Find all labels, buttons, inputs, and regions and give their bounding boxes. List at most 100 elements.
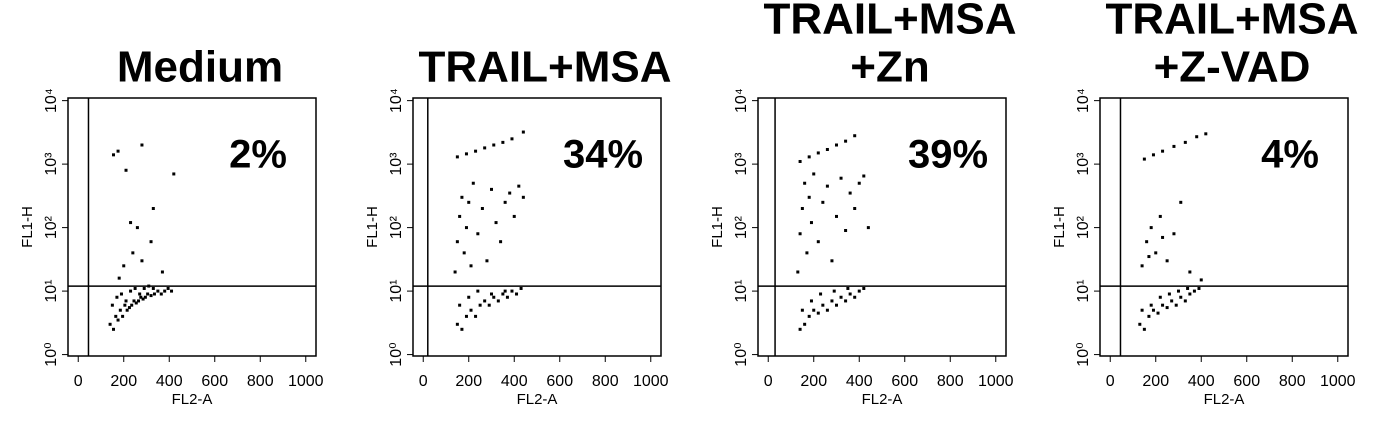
event-dot bbox=[510, 137, 514, 141]
event-dot bbox=[133, 286, 137, 290]
event-dot bbox=[469, 264, 473, 268]
event-dot bbox=[503, 289, 507, 293]
x-tick-label: 600 bbox=[546, 373, 573, 390]
event-dot bbox=[1140, 308, 1144, 312]
event-dot bbox=[156, 289, 160, 293]
event-dot bbox=[798, 159, 802, 163]
event-dot bbox=[1199, 278, 1203, 282]
event-dot bbox=[834, 303, 838, 307]
event-dot bbox=[130, 303, 134, 307]
event-dot bbox=[866, 226, 870, 230]
event-dot bbox=[152, 292, 156, 296]
event-dot bbox=[862, 174, 866, 178]
event-dot bbox=[505, 295, 509, 299]
y-axis-label: FL1-H bbox=[19, 206, 36, 248]
event-dot bbox=[800, 308, 804, 312]
event-dot bbox=[135, 226, 139, 230]
event-dot bbox=[496, 299, 500, 303]
event-dot bbox=[464, 314, 468, 318]
event-dot bbox=[1158, 295, 1162, 299]
event-dot bbox=[1145, 240, 1149, 244]
event-dot bbox=[129, 221, 133, 225]
event-dot bbox=[149, 294, 153, 298]
event-dot bbox=[116, 149, 120, 153]
x-tick-label: 800 bbox=[937, 373, 964, 390]
event-dot bbox=[1147, 314, 1151, 318]
x-tick-label: 1000 bbox=[1320, 373, 1356, 390]
x-tick-label: 200 bbox=[1142, 373, 1169, 390]
event-dot bbox=[512, 214, 516, 218]
event-dot bbox=[844, 139, 848, 143]
y-tick-label: 10⁰ bbox=[1075, 342, 1092, 366]
event-dot bbox=[121, 314, 125, 318]
event-dot bbox=[132, 299, 136, 303]
event-dot bbox=[489, 292, 493, 296]
event-dot bbox=[464, 226, 468, 230]
event-dot bbox=[812, 172, 816, 176]
event-dot bbox=[487, 303, 491, 307]
event-dot bbox=[122, 264, 126, 268]
y-tick-label: 10⁴ bbox=[43, 88, 60, 113]
event-dot bbox=[844, 299, 848, 303]
event-dot bbox=[1158, 214, 1162, 218]
event-dot bbox=[478, 303, 482, 307]
event-dot bbox=[1174, 303, 1178, 307]
event-dot bbox=[474, 314, 478, 318]
event-dot bbox=[1170, 299, 1174, 303]
event-dot bbox=[830, 299, 834, 303]
x-tick-label: 600 bbox=[1233, 373, 1260, 390]
y-tick-label: 10⁰ bbox=[388, 342, 405, 366]
event-dot bbox=[844, 229, 848, 233]
event-dot bbox=[494, 221, 498, 225]
event-dot bbox=[853, 134, 857, 138]
event-dot bbox=[805, 251, 809, 255]
event-dot bbox=[142, 286, 146, 290]
event-dot bbox=[467, 295, 471, 299]
x-tick-label: 0 bbox=[74, 373, 83, 390]
event-dot bbox=[807, 155, 811, 159]
event-dot bbox=[1179, 200, 1183, 204]
event-dot bbox=[848, 292, 852, 296]
event-dot bbox=[499, 240, 503, 244]
event-dot bbox=[816, 151, 820, 155]
event-dot bbox=[460, 195, 464, 199]
event-dot bbox=[462, 251, 466, 255]
event-dot bbox=[821, 200, 825, 204]
event-dot bbox=[1165, 306, 1169, 310]
event-dot bbox=[521, 130, 525, 134]
event-dot bbox=[857, 289, 861, 293]
event-dot bbox=[460, 327, 464, 331]
panel-title: +Z-VAD bbox=[1154, 43, 1311, 92]
event-dot bbox=[848, 191, 852, 195]
event-dot bbox=[492, 143, 496, 147]
y-axis-label: FL1-H bbox=[1051, 206, 1068, 248]
percent-annotation: 2% bbox=[229, 133, 287, 177]
event-dot bbox=[147, 284, 151, 288]
event-dot bbox=[1179, 295, 1183, 299]
event-dot bbox=[474, 149, 478, 153]
event-dot bbox=[1140, 264, 1144, 268]
x-tick-label: 600 bbox=[201, 373, 228, 390]
x-tick-label: 400 bbox=[1188, 373, 1215, 390]
event-dot bbox=[1172, 144, 1176, 148]
event-dot bbox=[1183, 140, 1187, 144]
y-tick-label: 10⁰ bbox=[43, 342, 60, 366]
event-dot bbox=[1188, 292, 1192, 296]
event-dot bbox=[123, 303, 127, 307]
event-dot bbox=[489, 187, 493, 191]
panel-title: +Zn bbox=[850, 43, 929, 92]
event-dot bbox=[798, 327, 802, 331]
event-dot bbox=[464, 152, 468, 156]
event-dot bbox=[853, 206, 857, 210]
y-tick-label: 10² bbox=[43, 215, 60, 239]
event-dot bbox=[819, 292, 823, 296]
event-dot bbox=[141, 297, 145, 301]
event-dot bbox=[160, 270, 164, 274]
event-dot bbox=[517, 184, 521, 188]
plot-frame bbox=[67, 97, 317, 357]
event-dot bbox=[1186, 286, 1190, 290]
event-dot bbox=[853, 295, 857, 299]
event-dot bbox=[151, 206, 155, 210]
event-dot bbox=[812, 308, 816, 312]
y-tick-label: 10² bbox=[733, 215, 750, 239]
